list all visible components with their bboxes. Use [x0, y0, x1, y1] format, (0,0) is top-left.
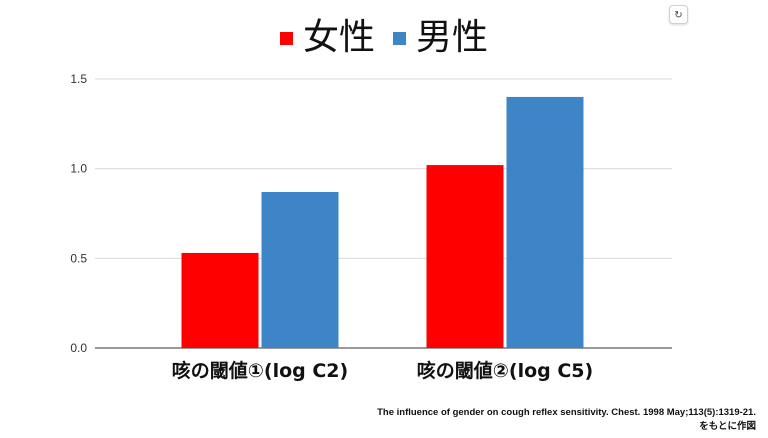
- legend-label-female: 女性: [302, 17, 375, 58]
- legend-item-female: 女性: [279, 14, 375, 62]
- bar-male: [261, 191, 339, 348]
- y-tick-label: 0.5: [70, 251, 87, 265]
- bar-female: [181, 252, 259, 348]
- bar-female: [426, 165, 504, 348]
- source-citation-line2: をもとに作図: [699, 421, 756, 432]
- legend-swatch-male: [393, 31, 406, 45]
- chart-legend: 女性 男性: [0, 14, 768, 62]
- legend-swatch-female: [279, 31, 293, 45]
- legend-item-male: 男性: [393, 14, 488, 62]
- y-tick-label: 1.5: [70, 72, 87, 86]
- refresh-icon: ↻: [674, 10, 683, 21]
- source-citation: The influence of gender on cough reflex …: [377, 406, 756, 434]
- y-tick-label: 1.0: [70, 162, 87, 176]
- bar-male: [506, 96, 584, 348]
- legend-label-male: 男性: [416, 17, 489, 58]
- y-tick-label: 0.0: [70, 341, 87, 355]
- x-tick-label: 咳の閾値①(log C2): [172, 359, 348, 382]
- source-citation-line1: The influence of gender on cough reflex …: [377, 407, 756, 418]
- x-tick-label: 咳の閾値②(log C5): [417, 359, 593, 382]
- refresh-button[interactable]: ↻: [669, 5, 688, 24]
